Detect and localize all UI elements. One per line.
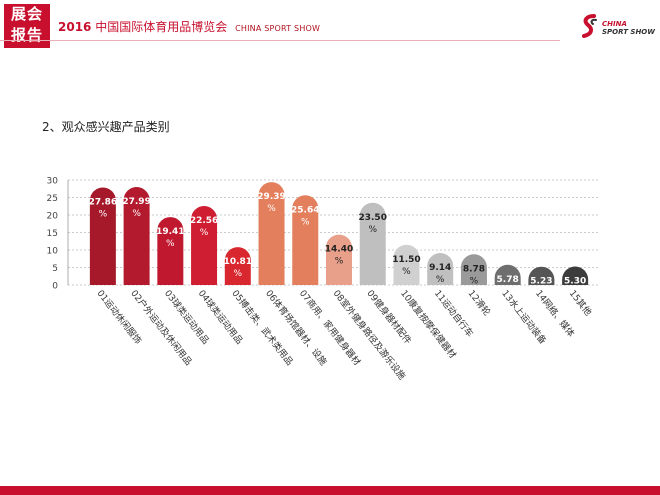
x-tick-label: 02户外运动及休闲用品 — [128, 287, 194, 367]
bar — [258, 182, 285, 285]
bar — [292, 195, 319, 285]
bar — [562, 266, 589, 285]
header-title-cn: 中国国际体育用品博览会 — [95, 20, 228, 34]
data-label-unit: % — [368, 225, 377, 235]
data-label: 5.30 — [564, 276, 586, 286]
data-label: 22.56 — [190, 216, 218, 226]
y-tick-label: 10 — [47, 247, 59, 257]
bar — [528, 266, 555, 285]
china-sport-show-logo: CHINA SPORT SHOW — [580, 14, 658, 42]
header-title-en: CHINA SPORT SHOW — [235, 24, 321, 33]
y-tick-label: 25 — [47, 194, 58, 204]
logo-text-sport-show: SPORT SHOW — [602, 28, 655, 36]
data-label: 27.99 — [122, 197, 150, 207]
bar — [123, 187, 150, 285]
bar — [359, 202, 386, 285]
data-label: 10.81 — [224, 257, 252, 267]
data-label-unit: % — [470, 276, 479, 286]
data-label: 5.23 — [530, 277, 552, 287]
bar — [460, 254, 487, 285]
x-tick-label: 10康复按摩保健器材 — [398, 287, 459, 360]
data-label: 5.78 — [497, 275, 519, 285]
data-label: 25.64 — [291, 205, 319, 215]
data-label-unit: % — [301, 217, 310, 227]
data-label-unit: % — [234, 269, 243, 279]
y-tick-label: 20 — [47, 212, 59, 222]
y-tick-label: 15 — [47, 229, 58, 239]
bar — [494, 264, 521, 285]
header-title: 2016 中国国际体育用品博览会 CHINA SPORT SHOW — [58, 18, 320, 35]
logo-text-china: CHINA — [602, 20, 627, 28]
x-tick-label: 12滑轮 — [466, 287, 494, 318]
data-label: 27.86 — [89, 197, 117, 207]
data-label: 19.41 — [156, 227, 184, 237]
data-label-unit: % — [200, 228, 209, 238]
bar — [191, 206, 218, 285]
bar — [393, 244, 420, 285]
data-label-unit: % — [537, 289, 546, 299]
data-label-unit: % — [267, 204, 276, 214]
bar — [326, 234, 352, 285]
x-tick-label: 05搏击类、武术类用品 — [229, 287, 295, 367]
bar — [224, 247, 251, 285]
data-label: 29.39 — [257, 192, 285, 202]
data-label-unit: % — [436, 275, 445, 285]
footer-bar — [0, 486, 660, 495]
y-tick-label: 5 — [52, 264, 58, 274]
bar — [89, 187, 116, 285]
data-label-unit: % — [503, 287, 512, 297]
data-label: 14.40 — [325, 245, 353, 255]
y-tick-label: 30 — [47, 177, 59, 187]
header-divider — [0, 40, 560, 41]
header-year: 2016 — [58, 20, 92, 34]
x-tick-label: 06体育场馆器材、设施 — [263, 287, 329, 367]
data-label-unit: % — [571, 288, 580, 298]
badge-line-2: 报告 — [10, 26, 43, 44]
data-label: 9.14 — [429, 263, 451, 273]
data-label: 11.50 — [392, 255, 420, 265]
bar — [157, 217, 184, 285]
data-label-unit: % — [166, 239, 175, 249]
x-tick-label: 07商用、家用健身器材 — [297, 287, 363, 367]
logo-mark-icon — [582, 14, 597, 38]
bar — [427, 253, 454, 285]
data-label-unit: % — [99, 209, 108, 219]
x-tick-label: 15其他 — [567, 287, 595, 318]
data-label-unit: % — [402, 267, 411, 277]
badge-line-1: 展会 — [10, 5, 43, 23]
data-label: 23.50 — [358, 213, 386, 223]
data-label-unit: % — [335, 257, 344, 267]
data-label-unit: % — [132, 209, 141, 219]
data-label: 8.78 — [463, 264, 485, 274]
y-tick-label: 0 — [52, 282, 58, 292]
section-title: 2、观众感兴趣产品类别 — [42, 120, 170, 134]
